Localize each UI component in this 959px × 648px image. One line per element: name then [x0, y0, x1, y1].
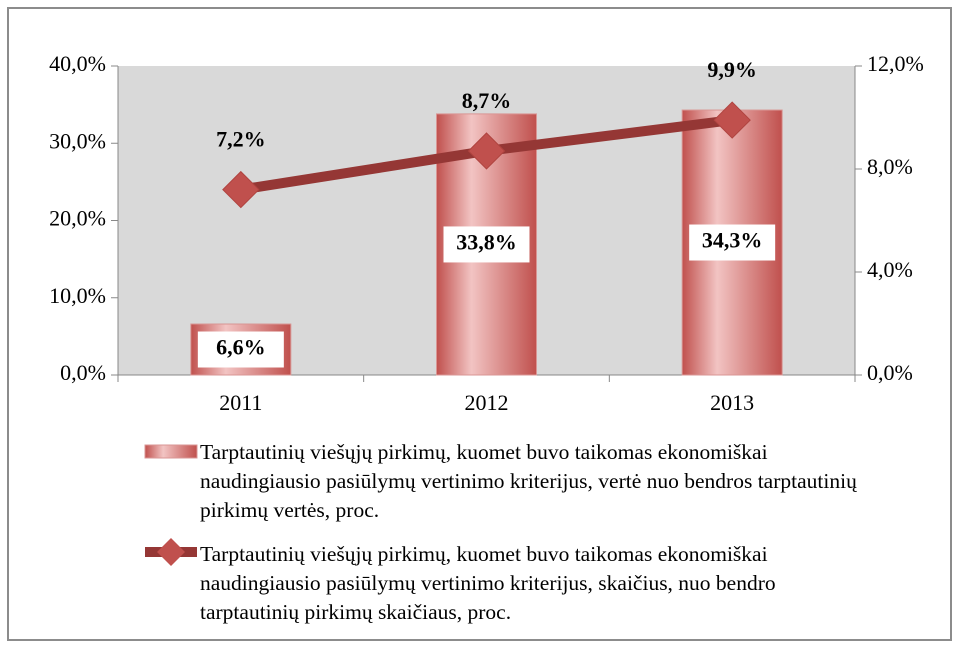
y2-tick-label: 8,0% — [867, 154, 913, 179]
y-tick-label: 30,0% — [49, 128, 106, 153]
legend-entry: Tarptautinių viešųjų pirkimų, kuomet buv… — [200, 440, 857, 522]
x-tick-label: 2012 — [465, 390, 509, 415]
bar-label-box — [197, 331, 284, 368]
legend-key — [144, 444, 198, 459]
y2-tick-label: 12,0% — [867, 51, 924, 76]
bar-label: 33,8% — [456, 229, 517, 254]
y-tick-label: 10,0% — [49, 283, 106, 308]
bar-label: 6,6% — [216, 335, 266, 360]
bar-label: 34,3% — [702, 228, 763, 253]
line-label: 9,9% — [707, 57, 757, 82]
x-tick-label: 2013 — [710, 390, 754, 415]
y-tick-label: 40,0% — [49, 51, 106, 76]
y-tick-label: 20,0% — [49, 206, 106, 231]
x-tick-label: 2011 — [219, 390, 262, 415]
marker — [222, 170, 260, 209]
y-tick-label: 0,0% — [60, 360, 106, 385]
y2-tick-label: 4,0% — [867, 257, 913, 282]
line-label: 7,2% — [216, 127, 266, 152]
bar-label-box — [689, 224, 776, 261]
legend-key — [157, 538, 185, 566]
marker — [467, 132, 506, 170]
marker — [713, 101, 751, 139]
bar-label-box — [443, 226, 530, 263]
line-label: 8,7% — [462, 88, 512, 113]
legend-entry: Tarptautinių viešųjų pirkimų, kuomet buv… — [200, 542, 776, 624]
y2-tick-label: 0,0% — [867, 360, 913, 385]
